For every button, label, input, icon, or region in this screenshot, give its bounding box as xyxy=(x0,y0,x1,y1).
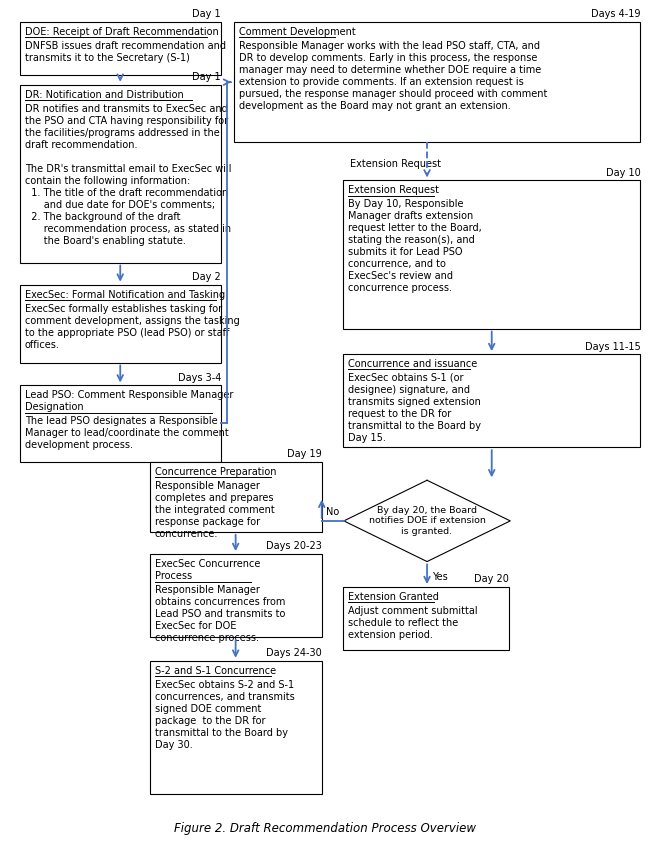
Text: Day 2: Day 2 xyxy=(192,272,221,282)
FancyBboxPatch shape xyxy=(343,354,640,447)
FancyBboxPatch shape xyxy=(20,85,221,263)
Text: Yes: Yes xyxy=(432,572,448,582)
Text: Lead PSO: Comment Responsible Manager
Designation: Lead PSO: Comment Responsible Manager De… xyxy=(25,390,233,412)
FancyBboxPatch shape xyxy=(343,587,509,650)
Text: Day 10: Day 10 xyxy=(606,168,640,178)
Text: Adjust comment submittal
schedule to reflect the
extension period.: Adjust comment submittal schedule to ref… xyxy=(348,606,478,639)
Text: DOE: Receipt of Draft Recommendation: DOE: Receipt of Draft Recommendation xyxy=(25,27,218,37)
Text: Extension Request: Extension Request xyxy=(348,185,439,196)
Text: ExecSec: Formal Notification and Tasking: ExecSec: Formal Notification and Tasking xyxy=(25,290,225,300)
Text: ExecSec Concurrence
Process: ExecSec Concurrence Process xyxy=(155,559,260,581)
Text: Responsible Manager works with the lead PSO staff, CTA, and
DR to develop commen: Responsible Manager works with the lead … xyxy=(239,41,547,111)
Text: Responsible Manager
obtains concurrences from
Lead PSO and transmits to
ExecSec : Responsible Manager obtains concurrences… xyxy=(155,585,285,643)
FancyBboxPatch shape xyxy=(150,462,322,532)
Text: DR: Notification and Distribution: DR: Notification and Distribution xyxy=(25,90,183,100)
FancyBboxPatch shape xyxy=(20,285,221,363)
Text: Extension Granted: Extension Granted xyxy=(348,592,439,602)
Text: Responsible Manager
completes and prepares
the integrated comment
response packa: Responsible Manager completes and prepar… xyxy=(155,480,274,539)
Text: DNFSB issues draft recommendation and
transmits it to the Secretary (S-1): DNFSB issues draft recommendation and tr… xyxy=(25,41,226,63)
Text: No: No xyxy=(326,507,339,517)
Text: The lead PSO designates a Responsible
Manager to lead/coordinate the comment
dev: The lead PSO designates a Responsible Ma… xyxy=(25,417,228,451)
Text: Days 4-19: Days 4-19 xyxy=(591,9,640,19)
Text: Concurrence and issuance: Concurrence and issuance xyxy=(348,359,478,369)
Text: ExecSec obtains S-1 (or
designee) signature, and
transmits signed extension
requ: ExecSec obtains S-1 (or designee) signat… xyxy=(348,373,482,443)
Text: Day 20: Day 20 xyxy=(474,574,509,584)
Text: Day 1: Day 1 xyxy=(192,72,221,82)
Text: S-2 and S-1 Concurrence: S-2 and S-1 Concurrence xyxy=(155,666,276,676)
Text: Day 19: Day 19 xyxy=(287,449,322,459)
Text: ExecSec obtains S-2 and S-1
concurrences, and transmits
signed DOE comment
packa: ExecSec obtains S-2 and S-1 concurrences… xyxy=(155,679,294,750)
FancyBboxPatch shape xyxy=(343,180,640,329)
FancyBboxPatch shape xyxy=(234,22,640,142)
Text: Days 11-15: Days 11-15 xyxy=(584,341,640,352)
Text: ExecSec formally establishes tasking for
comment development, assigns the taskin: ExecSec formally establishes tasking for… xyxy=(25,303,239,350)
Text: Extension Request: Extension Request xyxy=(350,159,441,169)
Text: By day 20, the Board
notifies DOE if extension
is granted.: By day 20, the Board notifies DOE if ext… xyxy=(369,506,486,536)
FancyBboxPatch shape xyxy=(20,22,221,75)
Text: Days 20-23: Days 20-23 xyxy=(266,541,322,551)
Text: Days 3-4: Days 3-4 xyxy=(177,373,221,383)
Text: Day 1: Day 1 xyxy=(192,9,221,19)
Polygon shape xyxy=(344,480,510,562)
Text: By Day 10, Responsible
Manager drafts extension
request letter to the Board,
sta: By Day 10, Responsible Manager drafts ex… xyxy=(348,199,482,293)
Text: DR notifies and transmits to ExecSec and
the PSO and CTA having responsibility f: DR notifies and transmits to ExecSec and… xyxy=(25,103,231,246)
Text: Days 24-30: Days 24-30 xyxy=(266,648,322,658)
FancyBboxPatch shape xyxy=(150,554,322,637)
Text: Figure 2. Draft Recommendation Process Overview: Figure 2. Draft Recommendation Process O… xyxy=(174,822,476,835)
Text: Comment Development: Comment Development xyxy=(239,27,356,37)
FancyBboxPatch shape xyxy=(20,385,221,462)
Text: Concurrence Preparation: Concurrence Preparation xyxy=(155,467,276,477)
FancyBboxPatch shape xyxy=(150,661,322,794)
